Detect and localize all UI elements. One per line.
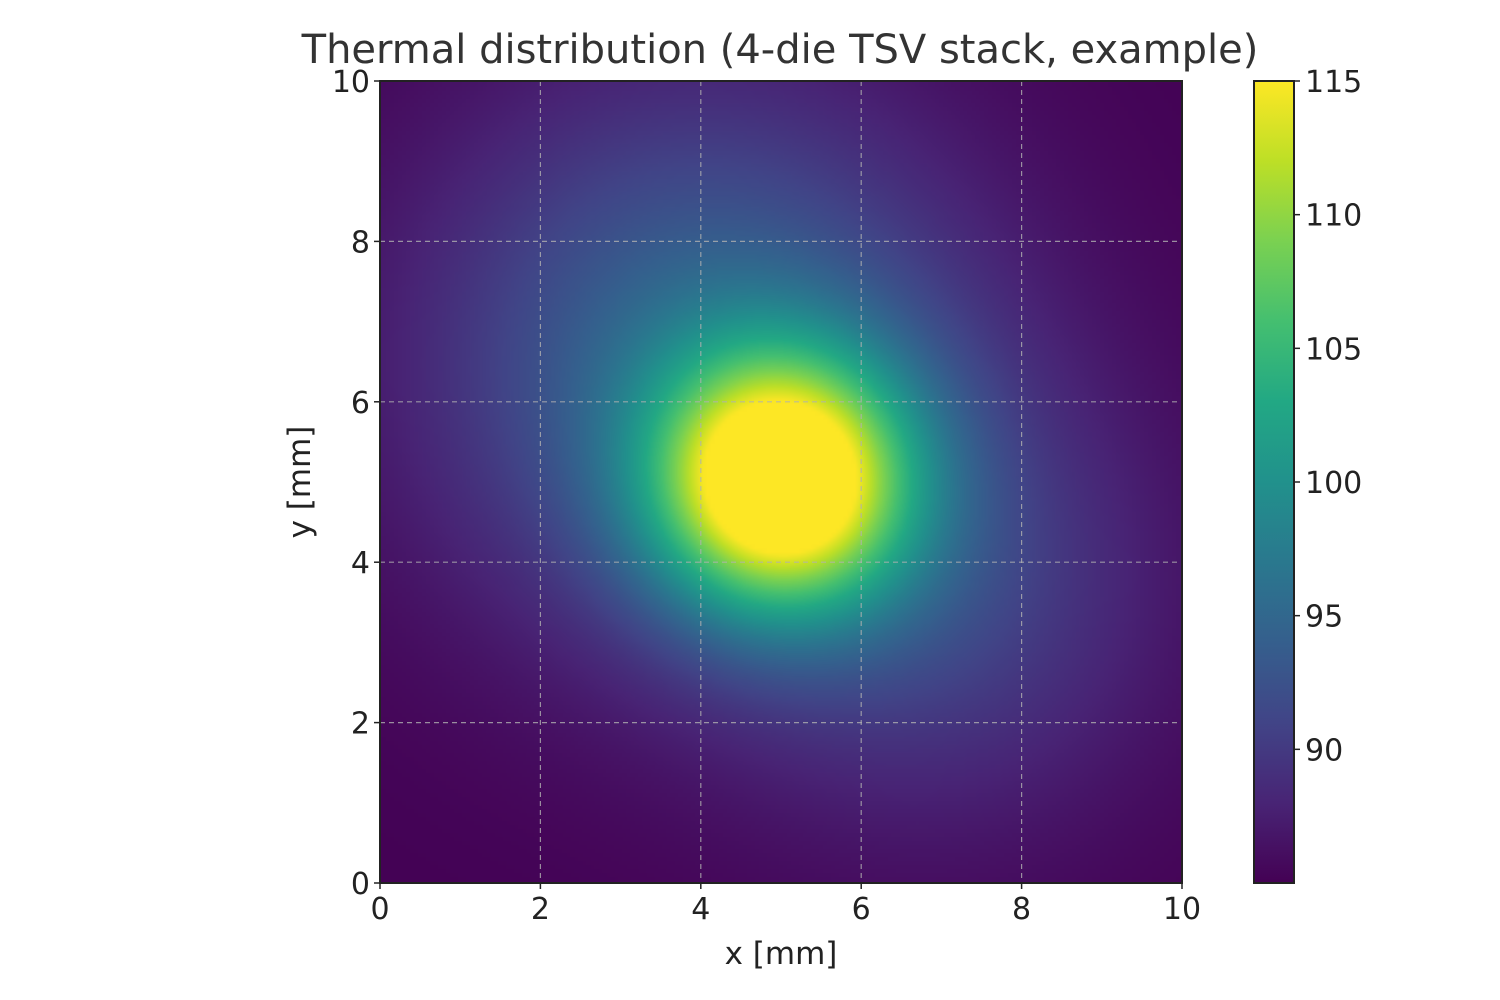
y-tick-label: 10 [332, 65, 370, 100]
heatmap-image [380, 81, 1182, 883]
x-tick-label: 8 [1012, 892, 1031, 927]
colorbar-tick-label: 110 [1305, 199, 1362, 234]
x-axis-ticks: 0 2 4 6 8 10 [370, 883, 1201, 927]
y-axis-label: y [mm] [282, 426, 318, 539]
x-tick-label: 2 [531, 892, 550, 927]
colorbar-ticks: 90 95 100 105 110 115 [1294, 65, 1362, 768]
colorbar-tick-label: 105 [1305, 332, 1362, 367]
x-tick-label: 6 [852, 892, 871, 927]
colorbar-tick-label: 95 [1305, 600, 1343, 635]
y-tick-label: 6 [351, 386, 370, 421]
colorbar-tick-label: 115 [1305, 65, 1362, 100]
y-tick-label: 0 [351, 867, 370, 902]
x-tick-label: 4 [691, 892, 710, 927]
colorbar-tick-label: 100 [1305, 466, 1362, 501]
y-tick-label: 2 [351, 707, 370, 742]
y-axis-ticks: 0 2 4 6 8 10 [332, 65, 380, 902]
plot-frame [379, 80, 1183, 884]
colorbar-tick-label: 90 [1305, 733, 1343, 768]
y-tick-label: 8 [351, 225, 370, 260]
colorbar [1254, 81, 1294, 883]
x-tick-label: 0 [370, 892, 389, 927]
x-axis-label: x [mm] [725, 936, 838, 972]
y-tick-label: 4 [351, 546, 370, 581]
chart-title: Thermal distribution (4-die TSV stack, e… [301, 27, 1259, 73]
x-tick-label: 10 [1163, 892, 1201, 927]
